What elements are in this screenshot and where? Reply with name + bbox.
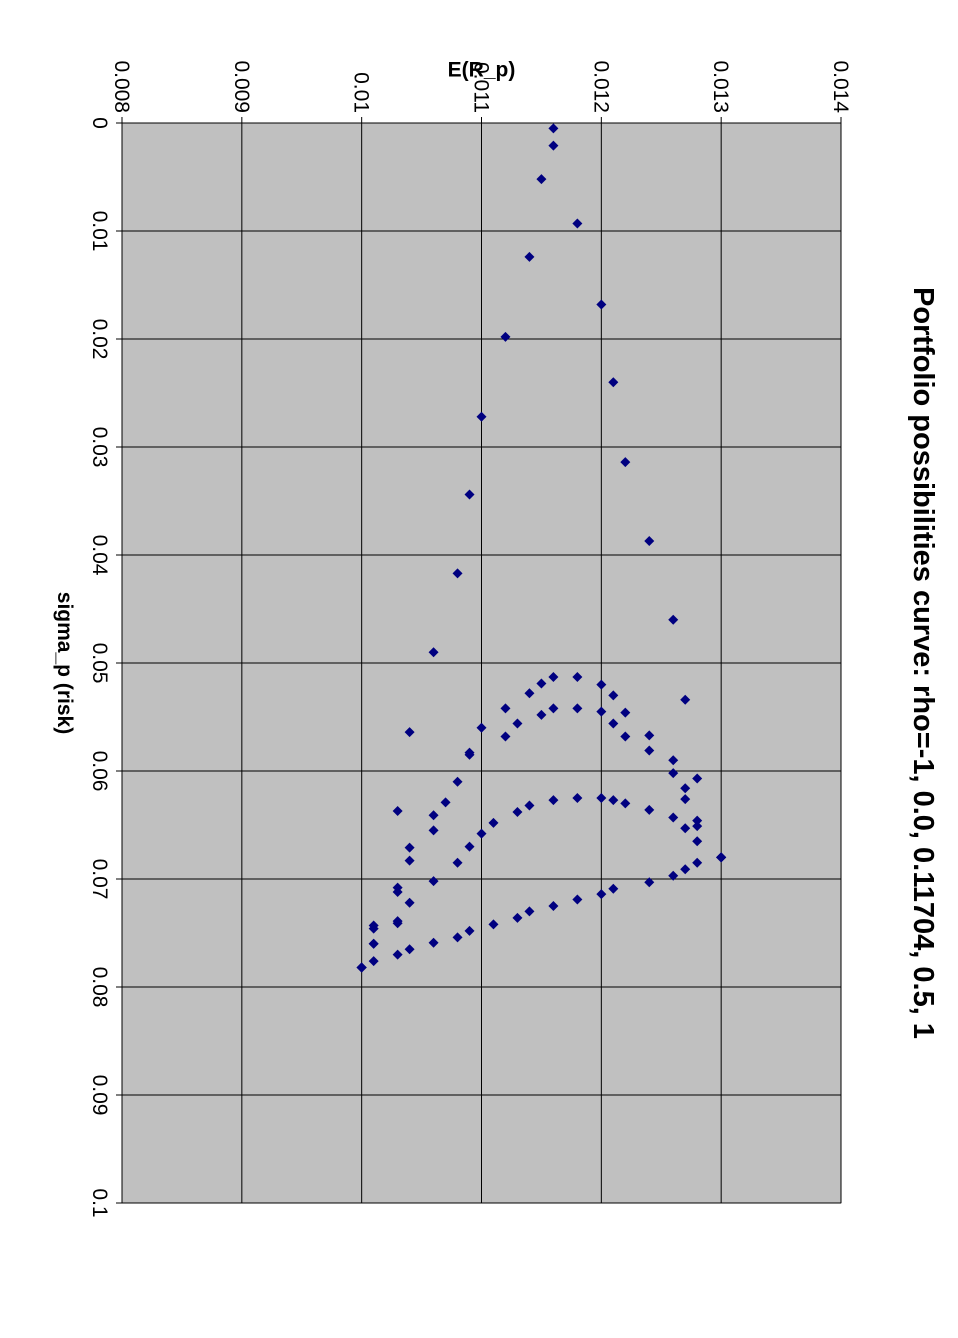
x-tick-label: 0.09 — [88, 1075, 111, 1116]
data-point — [368, 956, 379, 967]
data-point — [620, 798, 631, 809]
data-point — [680, 694, 691, 705]
data-point — [476, 411, 487, 422]
x-tick-label: 0.07 — [88, 859, 111, 900]
data-point — [500, 331, 511, 342]
x-tick-label: 0.02 — [88, 319, 111, 360]
data-point — [368, 923, 379, 934]
data-point — [368, 938, 379, 949]
y-tick-label: 0.01 — [350, 72, 373, 113]
x-tick-label: 0.03 — [88, 427, 111, 468]
y-axis-title: E(R_p) — [448, 59, 516, 82]
x-tick-label: 0.1 — [88, 1188, 111, 1217]
data-point — [392, 949, 403, 960]
data-point — [392, 886, 403, 897]
data-point — [644, 745, 655, 756]
x-tick-label: 0.01 — [88, 211, 111, 252]
chart-title: Portfolio possibilities curve: rho=-1, 0… — [907, 287, 939, 1039]
data-point — [404, 727, 415, 738]
data-point — [464, 841, 475, 852]
data-point — [476, 828, 487, 839]
data-point — [476, 722, 487, 733]
data-point — [404, 855, 415, 866]
data-point — [452, 857, 463, 868]
data-point — [512, 912, 523, 923]
data-point — [680, 823, 691, 834]
data-point — [356, 962, 367, 973]
data-point — [668, 812, 679, 823]
data-point — [668, 870, 679, 881]
data-point — [428, 937, 439, 948]
data-point — [644, 804, 655, 815]
y-tick-label: 0.008 — [110, 60, 133, 113]
data-point — [404, 842, 415, 853]
y-tick-label: 0.014 — [829, 60, 852, 113]
x-tick-label: 0.05 — [88, 643, 111, 684]
y-tick-label: 0.012 — [589, 60, 612, 113]
data-point — [428, 876, 439, 887]
data-point — [428, 647, 439, 658]
data-point — [644, 535, 655, 546]
data-point — [692, 857, 703, 868]
data-point — [680, 864, 691, 875]
data-point — [512, 807, 523, 818]
data-point — [404, 897, 415, 908]
data-point — [488, 817, 499, 828]
data-point — [620, 731, 631, 742]
y-tick-label: 0.009 — [230, 60, 253, 113]
x-tick-label: 0.06 — [88, 751, 111, 792]
data-point — [692, 773, 703, 784]
data-point — [464, 747, 475, 758]
x-tick-label: 0.08 — [88, 967, 111, 1008]
data-point — [680, 783, 691, 794]
x-tick-labels: 0 0.01 0.02 0.03 0.04 0.05 0.06 0.07 0.08 0.09 0.1 — [88, 117, 111, 1217]
data-point — [668, 614, 679, 625]
x-tick-label: 0.04 — [88, 535, 111, 576]
data-point — [644, 877, 655, 888]
axis-ticks — [116, 117, 842, 1204]
data-point — [692, 821, 703, 832]
data-point — [692, 836, 703, 847]
data-point — [668, 768, 679, 779]
data-point — [488, 919, 499, 930]
data-point — [392, 805, 403, 816]
data-point — [500, 731, 511, 742]
data-point — [644, 730, 655, 741]
y-tick-label: 0.011 — [470, 62, 493, 113]
x-tick-label: 0 — [88, 117, 111, 129]
data-point — [392, 916, 403, 927]
data-point — [440, 797, 451, 808]
data-point — [680, 794, 691, 805]
data-point — [620, 707, 631, 718]
data-point — [500, 703, 511, 714]
data-point — [668, 755, 679, 766]
data-point — [512, 718, 523, 729]
y-tick-labels: 0.008 0.009 0.01 0.011 0.012 0.013 0.014 — [110, 60, 852, 113]
data-point — [404, 944, 415, 955]
data-point — [692, 815, 703, 826]
data-point — [428, 825, 439, 836]
data-point — [428, 810, 439, 821]
y-tick-label: 0.013 — [709, 60, 732, 113]
data-point — [464, 489, 475, 500]
x-axis-title: sigma_p (risk) — [53, 592, 76, 734]
data-point — [464, 925, 475, 936]
data-point — [452, 568, 463, 579]
data-point — [452, 932, 463, 943]
data-point — [452, 776, 463, 787]
data-point — [620, 457, 631, 468]
